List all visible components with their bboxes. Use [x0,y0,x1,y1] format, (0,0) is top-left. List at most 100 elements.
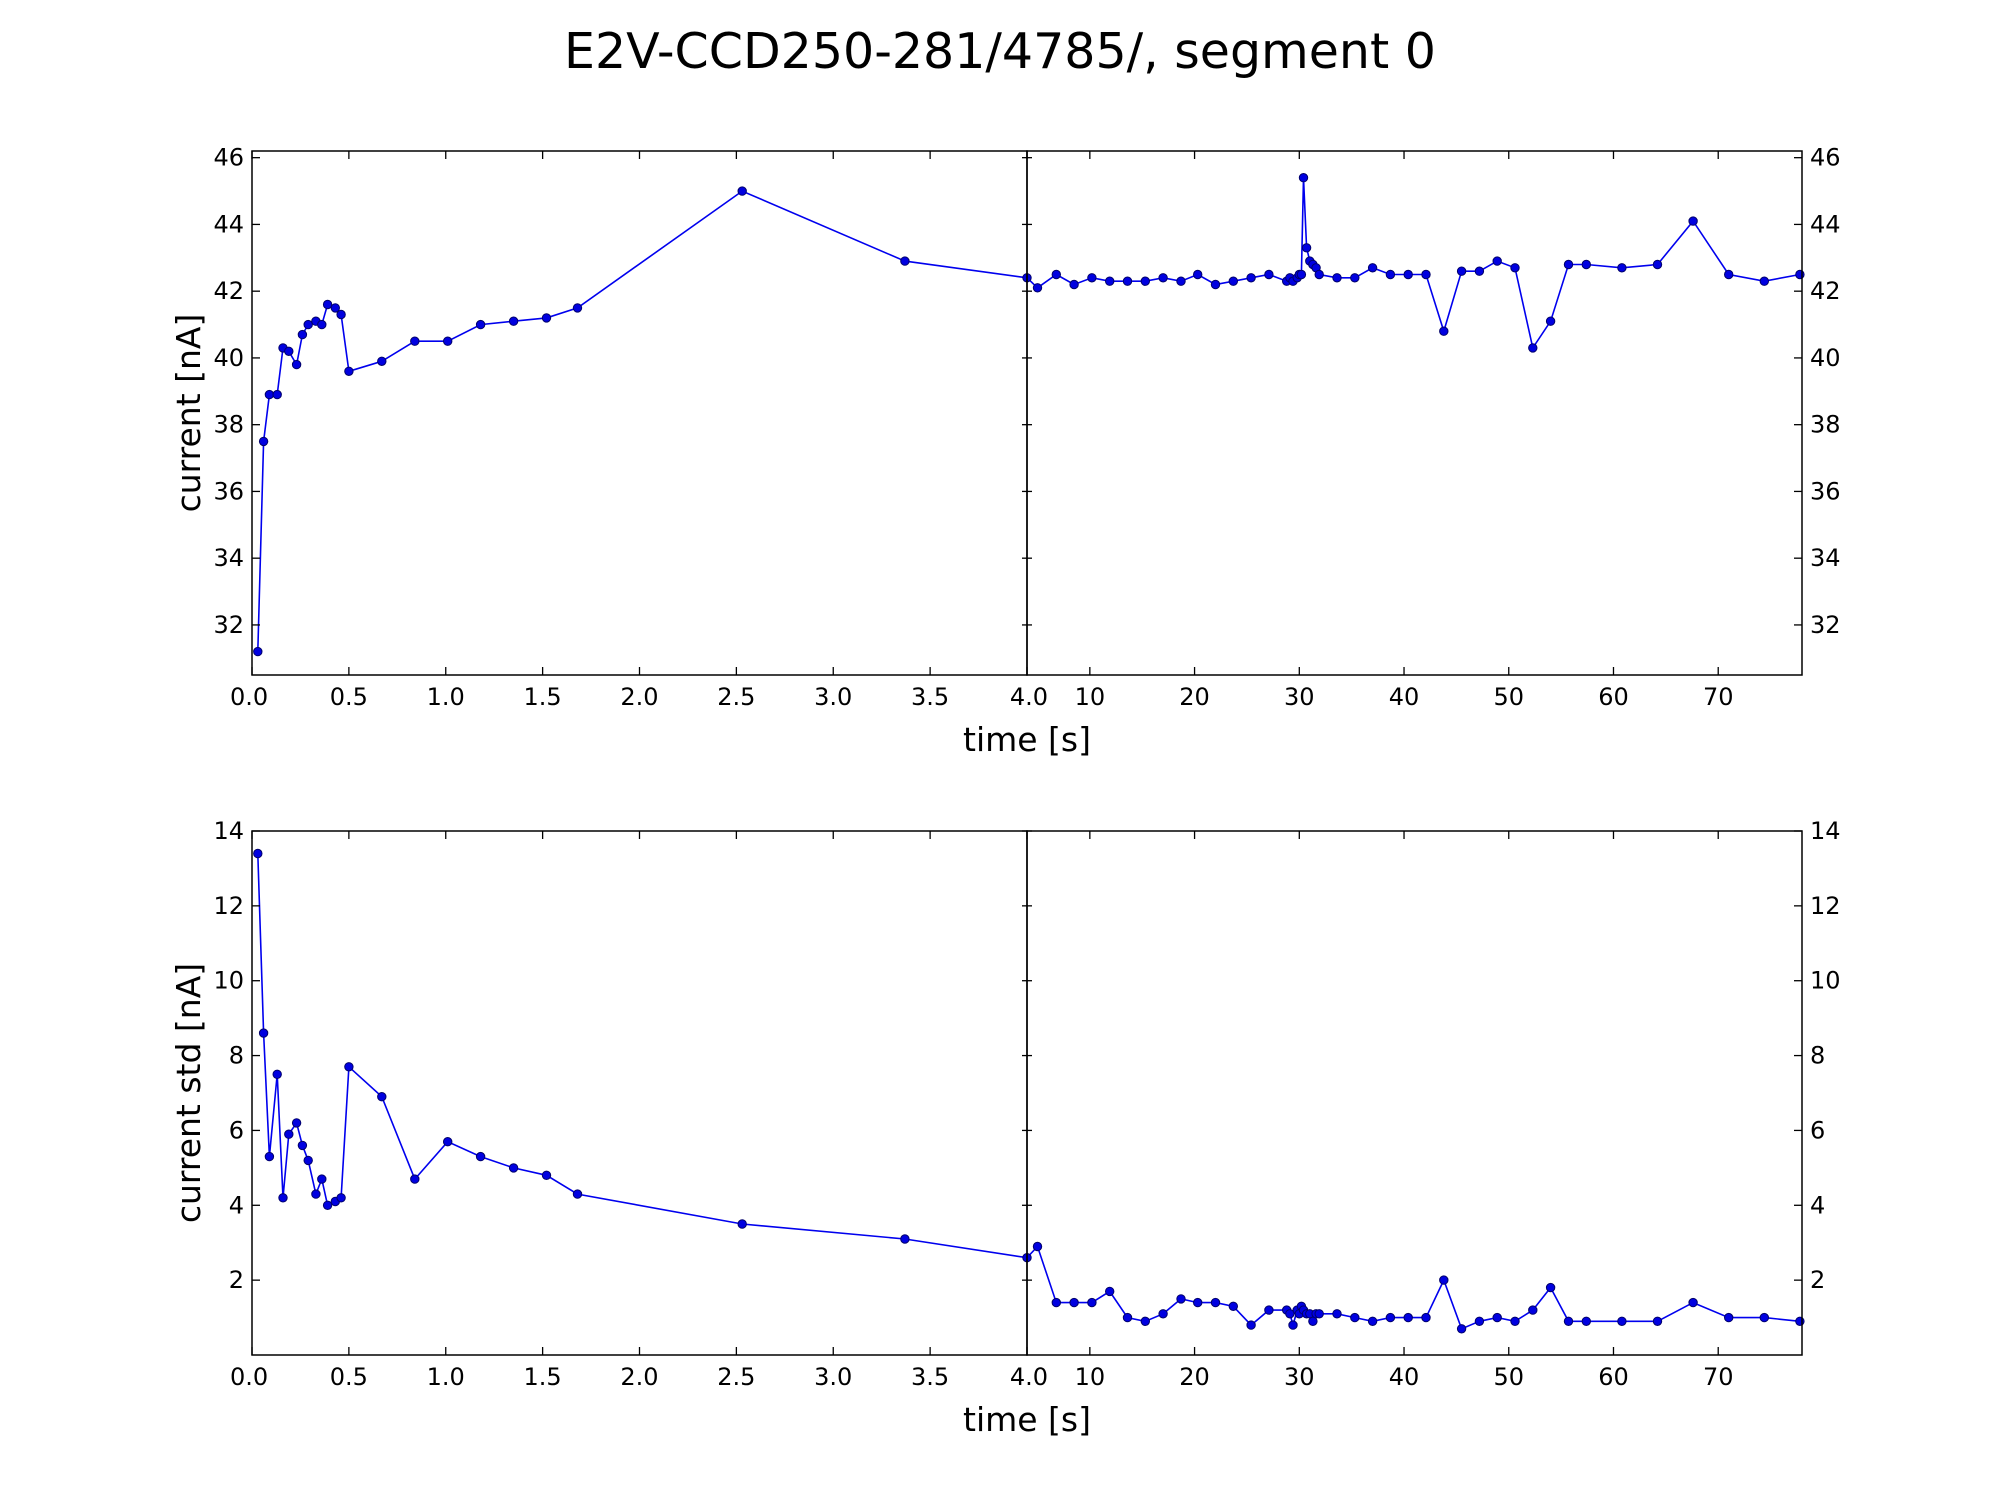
data-point [1563,259,1574,270]
data-point [1105,276,1115,286]
y-tick-label-right: 44 [1810,210,1841,238]
x-tick-label: 1.5 [524,683,562,711]
data-point [1421,1312,1431,1323]
y-tick-label-right: 46 [1810,144,1841,172]
y-tick-label-left: 2 [229,1266,244,1294]
data-point [377,1092,387,1102]
y-tick-label-left: 4 [229,1191,244,1219]
data-point [1140,1316,1151,1327]
data-point [1314,269,1324,280]
data-point [900,1234,910,1244]
data-point [297,329,308,340]
data-point [1193,269,1203,280]
x-tick-label: 4.0 [1010,683,1048,711]
y-tick-label-right: 10 [1810,967,1841,995]
data-point [1288,1320,1298,1330]
data-point [297,1140,308,1151]
data-point [1069,1297,1079,1308]
data-point [336,309,346,320]
x-tick-label: 3.5 [911,1363,949,1391]
y-tick-label-right: 34 [1810,544,1841,572]
data-point [541,1170,552,1181]
data-point [475,319,486,330]
x-tick-label: 1.5 [524,1363,562,1391]
y-tick-label-left: 34 [213,544,244,572]
data-point [1403,269,1413,280]
data-point [303,319,313,330]
data-point [1510,263,1520,273]
bottom-x-axis-label: time [s] [963,1400,1091,1439]
data-point [322,299,333,310]
data-point [311,1189,321,1199]
data-point [475,1151,486,1162]
data-point [1285,1309,1295,1319]
bottom-y-axis-label: current std [nA] [169,963,208,1223]
x-tick-label: 3.0 [814,1363,852,1391]
x-tick-label: 2.0 [620,683,658,711]
x-tick-label: 2.5 [717,1363,755,1391]
data-point [1069,279,1079,290]
data-point [1456,1324,1467,1334]
data-point [330,303,340,313]
data-point [1122,1312,1133,1323]
data-point [1385,1312,1396,1323]
top-y-axis-label: current [nA] [169,314,208,513]
data-point [1724,1312,1734,1323]
bottom-panel-marks [253,848,1805,1334]
data-point [291,1118,302,1128]
series-line [257,177,1801,652]
data-point [1301,243,1312,253]
y-tick-label-left: 36 [213,477,244,505]
data-point [1332,1309,1342,1319]
data-point [1403,1312,1413,1323]
data-point [1688,1297,1698,1308]
data-point [1545,316,1556,326]
bottom-right-axes-frame [1026,830,1803,1356]
data-point [1176,1294,1186,1304]
x-tick-label: 1.0 [427,1363,465,1391]
data-point [1439,326,1449,336]
data-point [443,1137,453,1147]
data-point [344,1062,354,1072]
data-point [1688,216,1698,226]
x-tick-label: 60 [1598,683,1629,711]
data-point [253,848,263,859]
x-tick-label: 70 [1703,683,1734,711]
data-point [377,356,387,366]
x-tick-label: 50 [1493,683,1524,711]
data-point [1296,269,1307,280]
x-tick-label: 20 [1179,683,1210,711]
data-point [1456,266,1467,276]
top-panel-current: 32 32 34 34 36 36 38 38 40 40 42 42 44 44 46 46 0.0 0.5 1.… [169,144,1841,759]
data-point [1385,269,1396,280]
x-tick-label: 70 [1703,1363,1734,1391]
y-tick-label-right: 40 [1810,344,1841,372]
data-point [258,1028,269,1038]
x-tick-label: 2.0 [620,1363,658,1391]
y-tick-label-right: 8 [1810,1042,1825,1070]
top-left-axes-frame [251,150,1028,676]
data-point [1474,266,1485,276]
y-tick-label-left: 42 [213,277,244,305]
data-point [1051,1297,1062,1308]
y-tick-label-right: 36 [1810,477,1841,505]
data-point [264,389,275,400]
y-tick-label-left: 38 [213,411,244,439]
bottom-left-axes-frame [251,830,1028,1356]
data-point [264,1151,275,1162]
data-point [1228,1301,1239,1312]
data-point [1545,1282,1556,1293]
x-tick-label: 50 [1493,1363,1524,1391]
data-point [344,366,354,376]
y-tick-label-left: 10 [213,967,244,995]
data-point [1367,1316,1378,1327]
data-point [1210,1297,1221,1308]
data-point [303,1155,313,1166]
y-tick-label-left: 14 [213,817,244,845]
data-point [1617,263,1627,273]
data-point [1652,1316,1663,1327]
y-tick-label-right: 42 [1810,277,1841,305]
data-point [278,1193,288,1203]
data-point [1298,173,1309,183]
data-point [1474,1316,1485,1327]
